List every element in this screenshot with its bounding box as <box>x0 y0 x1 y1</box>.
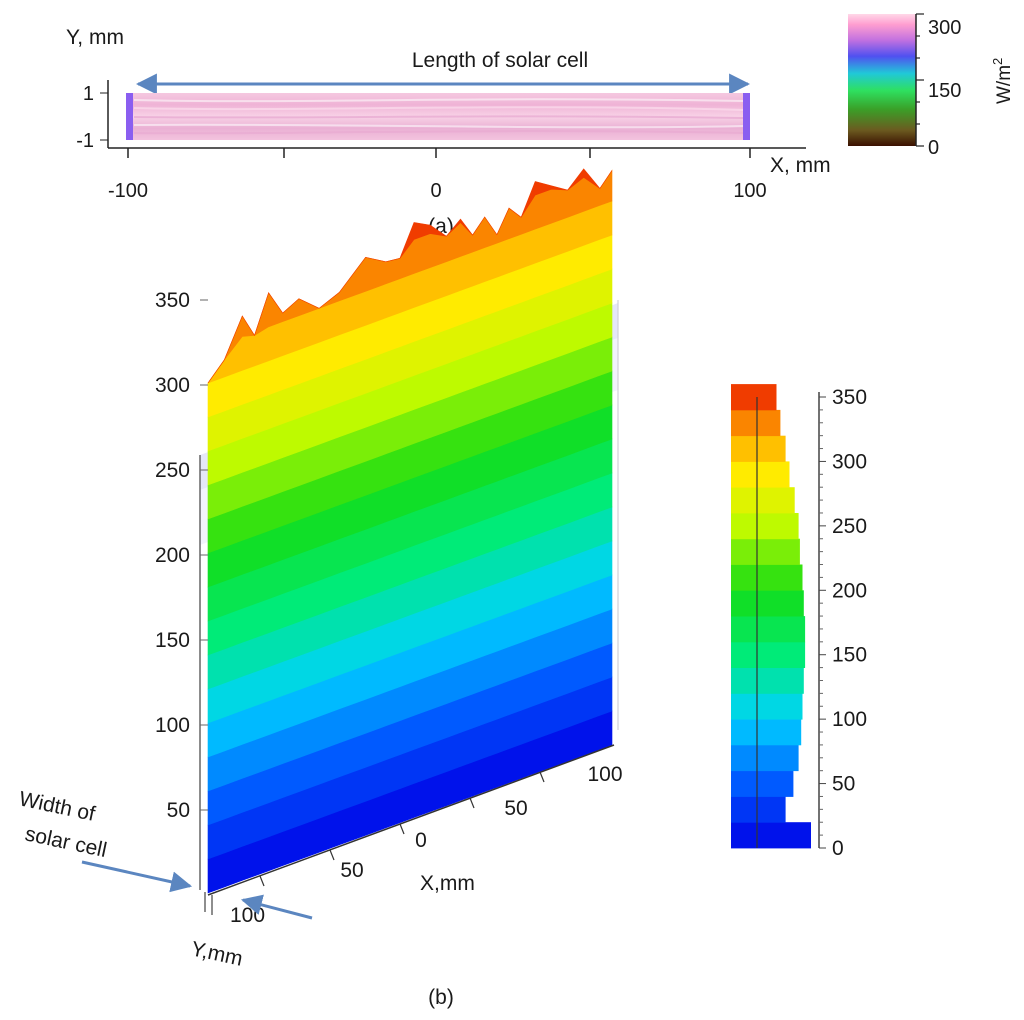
panel-b-ztick: 350 <box>155 289 190 312</box>
svg-text:W/m2: W/m2 <box>990 58 1015 104</box>
panel-b-x-axis <box>207 744 615 896</box>
panel-b-xlabel: X,mm <box>420 872 475 895</box>
panel-a-ytick: 1 <box>83 83 94 105</box>
panel-b-ytick: 100 <box>230 904 265 927</box>
panel-a: Y, mm Length of solar cell 1 -1 <box>66 13 1015 238</box>
histogram-bin <box>731 461 790 488</box>
panel-a-colorbar-tick: 0 <box>928 137 939 159</box>
histogram-bin <box>731 667 804 694</box>
panel-b-colorbar-histogram <box>731 384 811 849</box>
histogram-bin <box>731 384 777 411</box>
panel-b-colorbar-tick: 50 <box>832 773 855 796</box>
panel-b-colorbar-tick: 250 <box>832 515 867 538</box>
panel-a-heatmap-streaks <box>133 98 745 135</box>
panel-b-xtick: 50 <box>504 797 527 820</box>
histogram-bin <box>731 435 786 462</box>
panel-b-ztick: 100 <box>155 714 190 737</box>
histogram-bin <box>731 538 800 565</box>
panel-b-colorbar-tick: 100 <box>832 708 867 731</box>
panel-a-xtick: 100 <box>733 180 766 202</box>
width-label-line1: Width of <box>17 787 97 826</box>
panel-b-colorbar-tick: 200 <box>832 579 867 602</box>
panel-a-right-edge <box>743 93 750 140</box>
panel-b-xtick-2: 50 <box>340 859 363 882</box>
panel-a-colorbar <box>848 14 916 146</box>
panel-b: 350 300 250 200 150 100 50 0 50 100 50 X,mm 10… <box>17 168 867 1009</box>
panel-b-z-ticks: 350 300 250 200 150 100 50 <box>155 289 208 822</box>
panel-a-colorbar-minor-ticks <box>916 13 924 147</box>
panel-b-colorbar-tick: 350 <box>832 386 867 409</box>
panel-a-ylabel: Y, mm <box>66 26 124 49</box>
histogram-bin <box>731 487 795 514</box>
panel-a-ytick: -1 <box>76 130 94 152</box>
panel-a-left-edge <box>126 93 133 140</box>
histogram-bin <box>731 409 781 437</box>
panel-b-ztick: 150 <box>155 629 190 652</box>
panel-b-colorbar-tick: 300 <box>832 450 867 473</box>
width-label-line2: solar cell <box>23 822 109 862</box>
histogram-bin <box>731 744 799 772</box>
panel-b-ztick: 50 <box>167 799 190 822</box>
panel-b-ztick: 200 <box>155 544 190 567</box>
histogram-bin <box>731 616 806 643</box>
histogram-bin <box>731 513 799 540</box>
panel-b-ztick: 300 <box>155 374 190 397</box>
length-label: Length of solar cell <box>412 49 588 72</box>
panel-b-ztick: 250 <box>155 459 190 482</box>
histogram-bin <box>731 641 806 668</box>
panel-a-colorbar-tick: 150 <box>928 80 961 102</box>
panel-a-colorbar-tick: 300 <box>928 17 961 39</box>
histogram-bin <box>731 770 794 797</box>
panel-b-ylabel: Y,mm <box>189 937 245 970</box>
panel-b-caption: (b) <box>428 986 454 1009</box>
panel-b-colorbar-tick: 0 <box>832 837 844 860</box>
panel-b-xtick: 0 <box>415 829 427 852</box>
histogram-bin <box>731 693 803 720</box>
histogram-bin <box>731 590 804 617</box>
panel-a-colorbar-unit: W/m2 <box>990 58 1015 104</box>
histogram-bin <box>731 822 811 849</box>
panel-b-colorbar-tick: 150 <box>832 644 867 667</box>
panel-a-xtick: -100 <box>108 180 148 202</box>
histogram-bin <box>731 564 803 591</box>
panel-b-colorbar-ticks: 350 300 250 200 150 100 50 0 <box>819 386 867 860</box>
panel-a-xtick: 0 <box>430 180 441 202</box>
surface-band <box>207 168 613 384</box>
width-arrow-left <box>81 860 193 893</box>
panel-b-surface <box>207 168 613 894</box>
histogram-bin <box>731 719 802 746</box>
width-arrow-right <box>240 894 313 920</box>
histogram-bin <box>731 796 786 823</box>
panel-b-xtick: 100 <box>587 763 622 786</box>
panel-a-xlabel: X, mm <box>770 154 831 177</box>
